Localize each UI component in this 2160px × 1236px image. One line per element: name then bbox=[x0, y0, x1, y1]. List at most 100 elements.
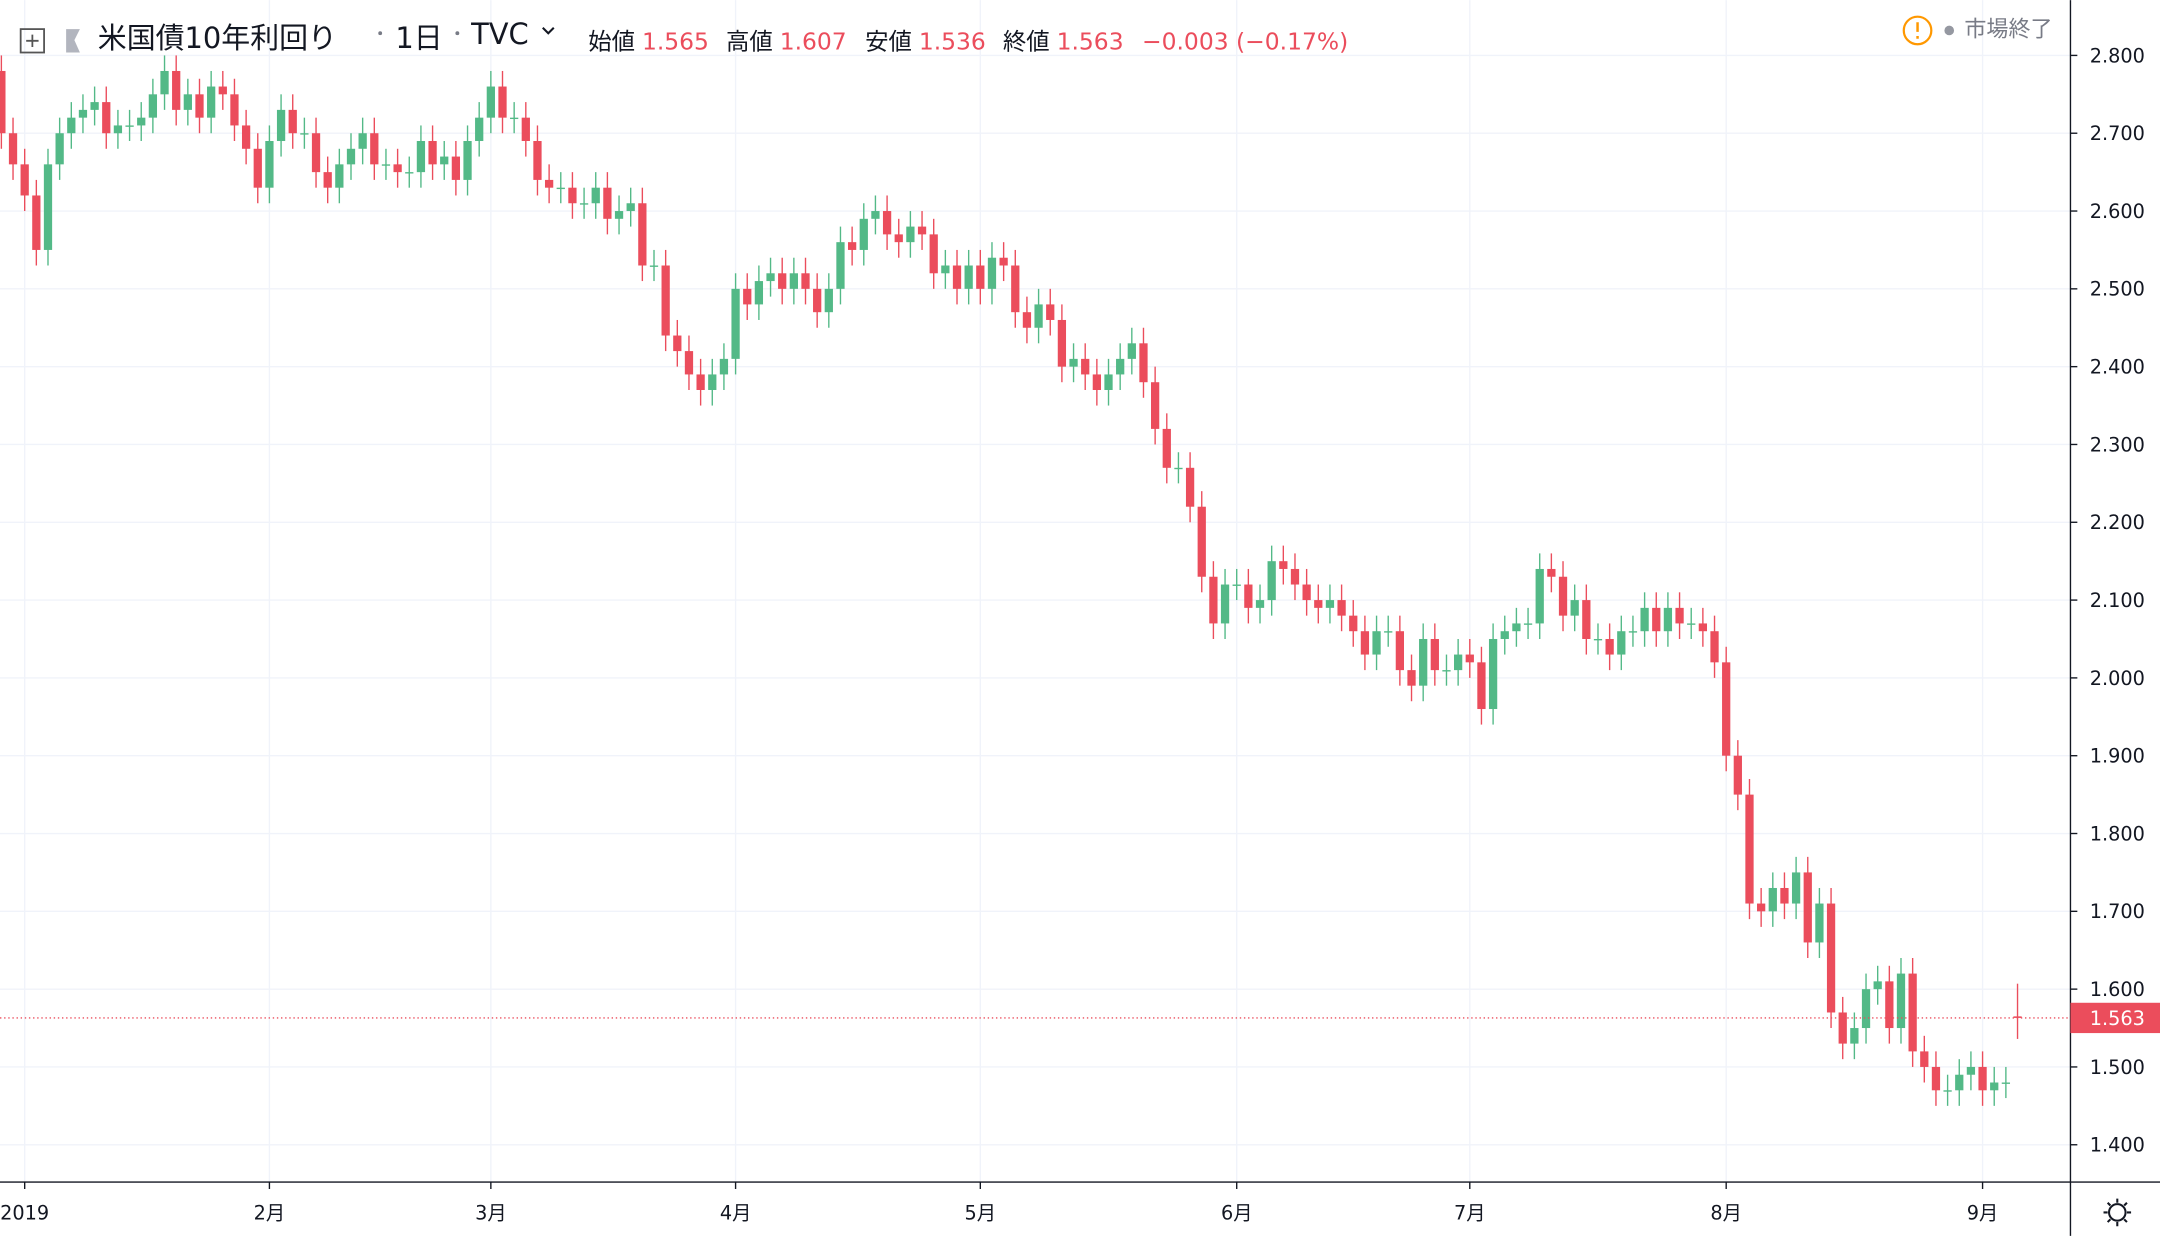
candle-body bbox=[276, 109, 286, 142]
candle-body bbox=[20, 164, 29, 196]
candle-body bbox=[1978, 1066, 1987, 1091]
candle-body bbox=[1314, 600, 1323, 608]
y-tick-label: 2.700 bbox=[2090, 122, 2145, 145]
candle-body bbox=[1197, 506, 1206, 577]
high-value: 1.607 bbox=[780, 27, 847, 55]
candle-body bbox=[591, 187, 600, 204]
x-tick-label: 2月 bbox=[254, 1201, 286, 1224]
candle-body bbox=[556, 187, 565, 190]
candle-body bbox=[1523, 623, 1533, 625]
axes: 1.400 1.500 1.600 1.700 1.800 1.900 2.000 2.100… bbox=[0, 44, 2160, 1224]
y-tick-label: 1.400 bbox=[2090, 1134, 2145, 1157]
candle-body bbox=[440, 156, 449, 165]
candle-body bbox=[1652, 607, 1661, 632]
candle-body bbox=[1791, 872, 1801, 904]
candle-body bbox=[987, 257, 997, 289]
candle-body bbox=[871, 211, 880, 219]
candle-body bbox=[626, 203, 635, 212]
flag-icon[interactable] bbox=[66, 29, 80, 53]
candle-body bbox=[323, 172, 332, 188]
candle-body bbox=[1640, 607, 1649, 632]
candle-body bbox=[498, 86, 507, 118]
x-tick-label: 2019 bbox=[0, 1201, 49, 1224]
candle-body bbox=[183, 94, 192, 110]
candle-body bbox=[649, 265, 659, 267]
candle-body bbox=[370, 133, 379, 165]
candle-body bbox=[218, 86, 227, 95]
candle-body bbox=[1605, 638, 1614, 655]
candle-body bbox=[673, 335, 682, 352]
candle-body bbox=[67, 117, 76, 134]
candle-body bbox=[335, 164, 344, 188]
candle-body bbox=[1104, 374, 1113, 390]
candle-body bbox=[1745, 794, 1754, 904]
candle-body bbox=[1349, 615, 1358, 632]
grid bbox=[0, 0, 2071, 1183]
candle-body bbox=[311, 133, 321, 173]
candle-body bbox=[1395, 631, 1404, 671]
candle-body bbox=[1488, 638, 1498, 710]
candles bbox=[0, 55, 2071, 1106]
high-label: 高値 bbox=[726, 27, 773, 55]
candle-body bbox=[2013, 1016, 2022, 1018]
gear-ring bbox=[2107, 1203, 2127, 1222]
y-tick-label: 2.100 bbox=[2090, 589, 2145, 612]
candle-body bbox=[1139, 343, 1148, 383]
candle-body bbox=[1757, 903, 1766, 912]
candle-body bbox=[1722, 662, 1731, 756]
x-tick-label: 9月 bbox=[1967, 1201, 1999, 1224]
candle-body bbox=[475, 117, 484, 142]
candle-body bbox=[1698, 623, 1708, 632]
candle-body bbox=[824, 288, 833, 313]
candle-body bbox=[8, 133, 18, 165]
close-label: 終値 bbox=[1003, 27, 1050, 55]
open-value: 1.565 bbox=[642, 27, 709, 55]
source[interactable]: TVC bbox=[470, 17, 529, 51]
candle-body bbox=[1081, 358, 1090, 375]
candle-body bbox=[160, 70, 169, 95]
candle-body bbox=[1337, 600, 1346, 616]
candle-body bbox=[603, 187, 612, 219]
candle-body bbox=[929, 234, 938, 274]
candle-body bbox=[1360, 631, 1370, 655]
source-chevron[interactable] bbox=[542, 26, 555, 35]
candle-body bbox=[1896, 973, 1906, 1029]
candle-body bbox=[1150, 382, 1160, 429]
candle-body bbox=[1430, 638, 1439, 671]
candle-body bbox=[195, 94, 204, 118]
candle-body bbox=[1582, 600, 1591, 639]
candle-body bbox=[288, 109, 297, 134]
candle-body bbox=[241, 125, 251, 149]
candle-body bbox=[1815, 903, 1824, 943]
candle-body bbox=[906, 226, 915, 243]
candle-body bbox=[743, 288, 752, 305]
candle-body bbox=[405, 172, 414, 174]
interval[interactable]: 1日 bbox=[395, 21, 442, 55]
status-icon[interactable] bbox=[1902, 15, 1933, 46]
candle-body bbox=[1990, 1082, 1999, 1091]
add-symbol-icon[interactable] bbox=[19, 28, 45, 54]
y-tick-label: 2.800 bbox=[2090, 44, 2145, 67]
settings-icon[interactable] bbox=[2103, 1198, 2132, 1227]
candle-body bbox=[1500, 631, 1509, 639]
candle-body bbox=[0, 70, 6, 134]
candle-body bbox=[1022, 312, 1032, 328]
candle-body bbox=[43, 164, 53, 250]
candle-body bbox=[78, 109, 88, 118]
candle-body bbox=[1512, 623, 1521, 632]
candle-body bbox=[917, 226, 927, 235]
candle-body bbox=[1454, 654, 1463, 671]
x-tick-label: 4月 bbox=[720, 1201, 752, 1224]
gear-teeth bbox=[2103, 1198, 2132, 1227]
candle-body bbox=[1302, 584, 1311, 601]
candle-body bbox=[964, 265, 973, 289]
candle-body bbox=[847, 242, 857, 250]
candle-body bbox=[125, 125, 134, 127]
x-tick-label: 7月 bbox=[1454, 1201, 1486, 1224]
candle-body bbox=[533, 141, 542, 180]
symbol-title[interactable]: 米国債10年利回り bbox=[98, 21, 337, 55]
candle-body bbox=[789, 273, 798, 289]
y-tick-label: 1.700 bbox=[2090, 900, 2145, 923]
